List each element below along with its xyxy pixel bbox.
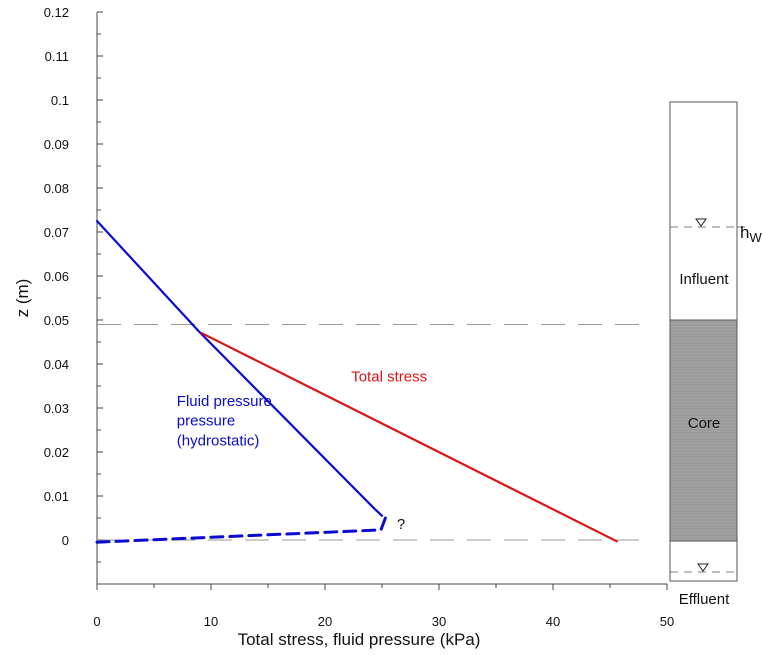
core-region	[669, 319, 738, 542]
sample-column: hW Influent Core Effluent	[669, 101, 762, 608]
core-hatch	[671, 321, 736, 539]
series-line-2	[200, 332, 618, 543]
y-tick-label: 0.11	[45, 49, 69, 64]
reference-lines	[97, 323, 640, 541]
y-tick-label: 0.07	[44, 225, 69, 240]
x-tick-label: 0	[93, 614, 100, 629]
y-tick-label: 0	[62, 533, 69, 548]
water-level-label: hW	[740, 223, 762, 245]
annotation-text: ?	[397, 516, 405, 533]
y-tick-label: 0.1	[51, 93, 69, 108]
series-group	[95, 219, 618, 544]
annotation-text: Fluid pressure	[177, 393, 272, 410]
series-line-1	[95, 516, 387, 544]
y-axis-title: z (m)	[13, 279, 32, 318]
y-tick-label: 0.04	[44, 357, 69, 372]
annotations-group: Total stress Fluid pressure pressure (hydro…	[177, 369, 427, 533]
annotation-text: pressure	[177, 413, 235, 430]
x-tick-label: 30	[432, 614, 446, 629]
x-tick-label: 50	[660, 614, 674, 629]
y-tick-label: 0.12	[44, 5, 69, 20]
y-tick-label: 0.09	[44, 137, 69, 152]
effluent-level-triangle-icon	[697, 563, 709, 572]
y-tick-label: 0.08	[44, 181, 69, 196]
y-tick-label: 0.03	[44, 401, 69, 416]
y-tick-label: 0.02	[44, 445, 69, 460]
x-tick-label: 40	[546, 614, 560, 629]
x-tick-label: 10	[204, 614, 218, 629]
y-tick-label: 0.05	[44, 313, 69, 328]
annotation-text: Total stress	[351, 369, 427, 386]
influent-label: Influent	[679, 271, 729, 288]
x-tick-label: 20	[318, 614, 332, 629]
core-label: Core	[688, 415, 721, 432]
axes-group: 0 0.01 0.02 0.03 0.04 0.05 0.06 0.07 0.08 0.09 0.1…	[44, 5, 675, 629]
y-tick-label: 0.06	[44, 269, 69, 284]
water-level-triangle-icon	[695, 218, 707, 227]
annotation-text: (hydrostatic)	[177, 432, 260, 449]
series-line-0	[95, 219, 384, 517]
y-tick-label: 0.01	[44, 489, 69, 504]
effluent-label: Effluent	[679, 591, 730, 608]
x-axis-title: Total stress, fluid pressure (kPa)	[238, 630, 481, 649]
